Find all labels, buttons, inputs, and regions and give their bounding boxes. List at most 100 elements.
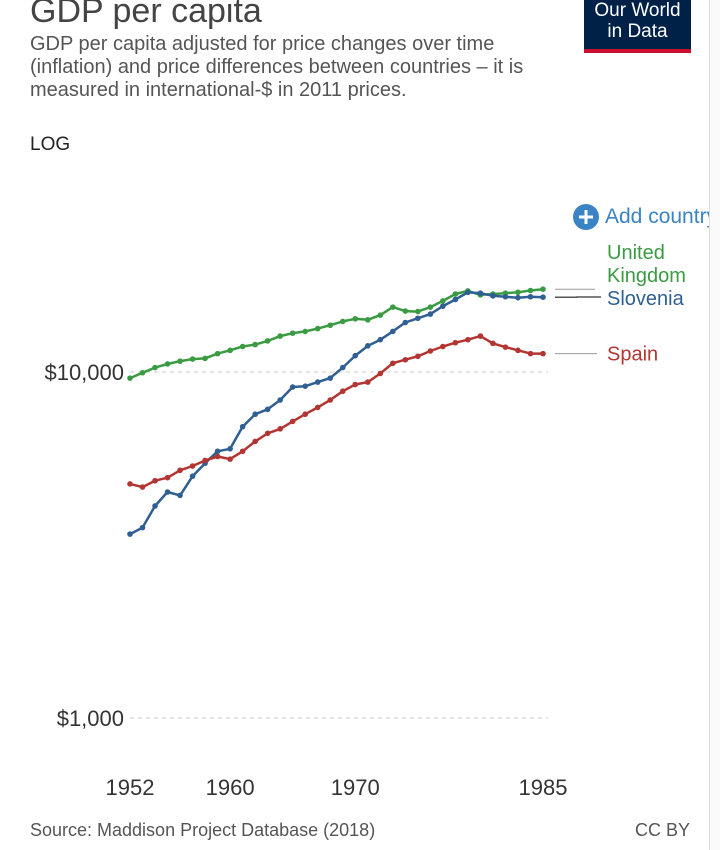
data-point-spain[interactable]	[390, 360, 396, 367]
data-point-uk[interactable]	[515, 289, 521, 296]
data-point-slovenia[interactable]	[427, 311, 434, 317]
data-point-slovenia[interactable]	[377, 336, 384, 343]
data-point-uk[interactable]	[264, 338, 271, 344]
data-point-uk[interactable]	[327, 322, 334, 329]
data-point-spain[interactable]	[177, 467, 183, 474]
data-point-spain[interactable]	[302, 411, 309, 418]
data-point-uk[interactable]	[364, 317, 371, 323]
data-point-slovenia[interactable]	[465, 289, 471, 296]
data-point-uk[interactable]	[277, 333, 283, 339]
data-point-slovenia[interactable]	[139, 524, 146, 531]
data-point-slovenia[interactable]	[314, 379, 321, 385]
series-line-slovenia[interactable]	[129, 291, 544, 536]
data-point-spain[interactable]	[239, 448, 246, 455]
data-point-spain[interactable]	[202, 457, 208, 464]
data-point-spain[interactable]	[264, 430, 271, 437]
data-point-slovenia[interactable]	[515, 294, 521, 301]
data-point-slovenia[interactable]	[327, 375, 334, 381]
data-point-spain[interactable]	[440, 343, 446, 350]
data-point-spain[interactable]	[490, 340, 496, 347]
data-point-slovenia[interactable]	[302, 383, 309, 389]
data-point-slovenia[interactable]	[239, 423, 246, 430]
data-point-spain[interactable]	[314, 404, 321, 411]
data-point-spain[interactable]	[452, 339, 459, 346]
data-point-spain[interactable]	[377, 370, 384, 377]
data-point-uk[interactable]	[440, 298, 446, 304]
data-point-spain[interactable]	[277, 426, 283, 432]
data-point-uk[interactable]	[127, 375, 133, 381]
data-point-uk[interactable]	[452, 291, 459, 297]
data-point-spain[interactable]	[502, 344, 509, 350]
log-scale-toggle[interactable]: LOG	[30, 134, 71, 155]
data-point-slovenia[interactable]	[277, 397, 283, 403]
data-point-slovenia[interactable]	[289, 384, 296, 390]
data-point-uk[interactable]	[177, 358, 183, 364]
data-point-slovenia[interactable]	[264, 406, 271, 413]
data-point-slovenia[interactable]	[415, 315, 421, 322]
data-point-spain[interactable]	[227, 456, 233, 462]
data-point-spain[interactable]	[515, 347, 521, 354]
data-point-uk[interactable]	[152, 364, 158, 371]
data-point-uk[interactable]	[527, 287, 534, 294]
series-line-spain[interactable]	[129, 334, 543, 489]
data-point-uk[interactable]	[289, 330, 296, 336]
data-point-slovenia[interactable]	[127, 531, 133, 537]
data-point-uk[interactable]	[302, 328, 309, 335]
data-point-uk[interactable]	[202, 355, 208, 362]
data-point-slovenia[interactable]	[452, 296, 459, 303]
data-point-uk[interactable]	[214, 350, 221, 357]
data-point-uk[interactable]	[352, 315, 359, 322]
data-point-uk[interactable]	[139, 369, 146, 376]
data-point-spain[interactable]	[189, 463, 196, 469]
data-point-spain[interactable]	[214, 453, 221, 460]
data-point-slovenia[interactable]	[390, 328, 396, 335]
data-point-spain[interactable]	[527, 350, 534, 357]
data-point-slovenia[interactable]	[214, 448, 221, 455]
data-point-slovenia[interactable]	[352, 352, 359, 359]
data-point-spain[interactable]	[415, 353, 421, 360]
data-point-slovenia[interactable]	[502, 293, 509, 300]
data-point-uk[interactable]	[227, 347, 233, 354]
data-point-slovenia[interactable]	[227, 445, 233, 452]
data-point-slovenia[interactable]	[164, 489, 171, 495]
legend-label-uk[interactable]: United Kingdom	[607, 242, 686, 287]
data-point-spain[interactable]	[152, 477, 158, 484]
data-point-uk[interactable]	[314, 325, 321, 332]
data-point-spain[interactable]	[127, 481, 133, 487]
data-point-uk[interactable]	[189, 356, 196, 362]
data-point-spain[interactable]	[327, 397, 334, 403]
data-point-slovenia[interactable]	[540, 294, 546, 301]
data-point-spain[interactable]	[427, 348, 434, 354]
data-point-uk[interactable]	[377, 312, 384, 318]
data-point-spain[interactable]	[164, 474, 171, 481]
data-point-slovenia[interactable]	[364, 343, 371, 349]
data-point-uk[interactable]	[339, 318, 346, 325]
license-label[interactable]: CC BY	[634, 820, 690, 840]
data-point-slovenia[interactable]	[527, 293, 534, 300]
data-point-spain[interactable]	[352, 381, 359, 388]
data-point-spain[interactable]	[139, 484, 146, 490]
data-point-spain[interactable]	[465, 336, 471, 343]
data-point-slovenia[interactable]	[402, 319, 409, 326]
data-point-uk[interactable]	[252, 341, 258, 348]
data-point-spain[interactable]	[540, 350, 546, 357]
data-point-spain[interactable]	[364, 379, 371, 385]
data-point-uk[interactable]	[415, 308, 421, 315]
data-point-uk[interactable]	[427, 304, 434, 310]
data-point-uk[interactable]	[402, 308, 409, 314]
data-point-spain[interactable]	[252, 438, 258, 445]
data-point-slovenia[interactable]	[177, 492, 183, 499]
data-point-spain[interactable]	[339, 388, 346, 395]
data-point-spain[interactable]	[477, 333, 484, 339]
data-point-slovenia[interactable]	[440, 303, 446, 309]
data-point-slovenia[interactable]	[152, 503, 158, 509]
data-point-spain[interactable]	[289, 418, 296, 425]
data-point-slovenia[interactable]	[252, 411, 258, 418]
data-point-uk[interactable]	[164, 361, 171, 367]
data-point-slovenia[interactable]	[477, 290, 484, 296]
data-point-spain[interactable]	[402, 356, 409, 363]
data-point-uk[interactable]	[239, 343, 246, 350]
data-point-uk[interactable]	[390, 304, 396, 310]
add-country-button[interactable]: Add country	[573, 204, 717, 230]
data-point-uk[interactable]	[540, 286, 546, 293]
